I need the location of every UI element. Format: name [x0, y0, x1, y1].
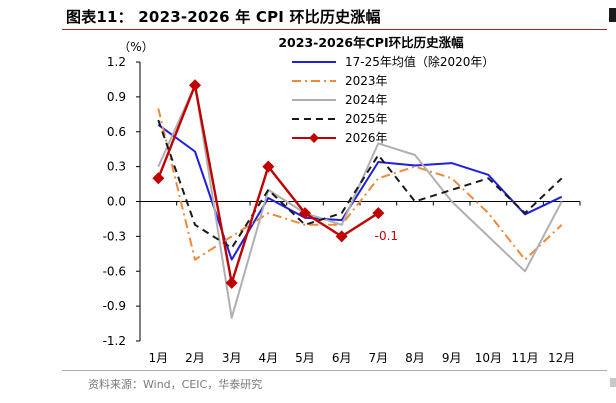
series-marker [299, 207, 311, 220]
y-axis-unit-label: （%） [118, 40, 153, 54]
legend-label: 2026年 [345, 131, 388, 145]
x-tick-label: 9月 [442, 351, 462, 365]
series-line-0 [157, 123, 563, 261]
chart-axes: 1.2 0.9 0.6 0.3 0.0 -0.3 -0.6 -0.9 -1.2 1月 2月 3月 4月 5… [103, 55, 581, 365]
adjacent-page-fragment-footer [610, 378, 616, 387]
y-tick-label: -1.2 [103, 334, 126, 348]
x-tick-label: 3月 [222, 351, 242, 365]
y-tick-label: 0.6 [107, 125, 126, 139]
y-tick-label: 1.2 [107, 55, 126, 69]
figure-caption: 图表11： 2023-2026 年 CPI 环比历史涨幅 [66, 8, 381, 26]
y-tick-label: -0.3 [103, 229, 126, 243]
x-tick-label: 10月 [475, 351, 502, 365]
adjacent-page-fragment [609, 8, 616, 22]
x-tick-label: 1月 [149, 351, 169, 365]
data-label: -0.1 [375, 229, 398, 243]
series-marker [189, 79, 201, 92]
series-marker [372, 207, 385, 220]
x-tick-label: 6月 [332, 351, 352, 365]
y-tick-label: -0.9 [103, 299, 126, 313]
source-note: 资料来源：Wind，CEIC，华泰研究 [88, 378, 263, 391]
chart-legend: 17-25年均值（除2020年） 2023年 2024年 2025年 2026年 [292, 54, 494, 145]
y-tick-label: 0.9 [107, 90, 126, 104]
series-marker [152, 172, 165, 185]
x-tick-label: 5月 [295, 351, 315, 365]
legend-label: 2024年 [345, 93, 388, 107]
y-tick-label: 0.0 [107, 195, 126, 209]
x-tick-label: 2月 [185, 351, 205, 365]
caption-divider [62, 29, 607, 30]
x-tick-label: 11月 [511, 351, 538, 365]
legend-marker [309, 133, 319, 143]
y-tick-label: 0.3 [107, 160, 126, 174]
series-marker [225, 276, 238, 289]
footer-divider [62, 370, 607, 371]
cpi-line-chart: 1.2 0.9 0.6 0.3 0.0 -0.3 -0.6 -0.9 -1.2 1月 2月 3月 4月 5… [103, 35, 581, 365]
x-tick-label: 8月 [405, 351, 425, 365]
x-tick-label: 7月 [369, 351, 389, 365]
series-line-2 [157, 84, 563, 319]
series-line-1 [157, 108, 563, 261]
chart-labels: 2023-2026年CPI环比历史涨幅 （%） -0.1 [118, 35, 464, 243]
series-marker [262, 160, 275, 173]
chart-series [152, 79, 563, 319]
chart-title: 2023-2026年CPI环比历史涨幅 [278, 35, 464, 50]
series-marker [335, 230, 348, 243]
legend-label: 2025年 [345, 112, 388, 126]
legend-label: 2023年 [345, 74, 388, 88]
x-tick-label: 12月 [548, 351, 575, 365]
x-tick-label: 4月 [259, 351, 279, 365]
y-tick-label: -0.6 [103, 264, 126, 278]
legend-label: 17-25年均值（除2020年） [345, 54, 494, 69]
